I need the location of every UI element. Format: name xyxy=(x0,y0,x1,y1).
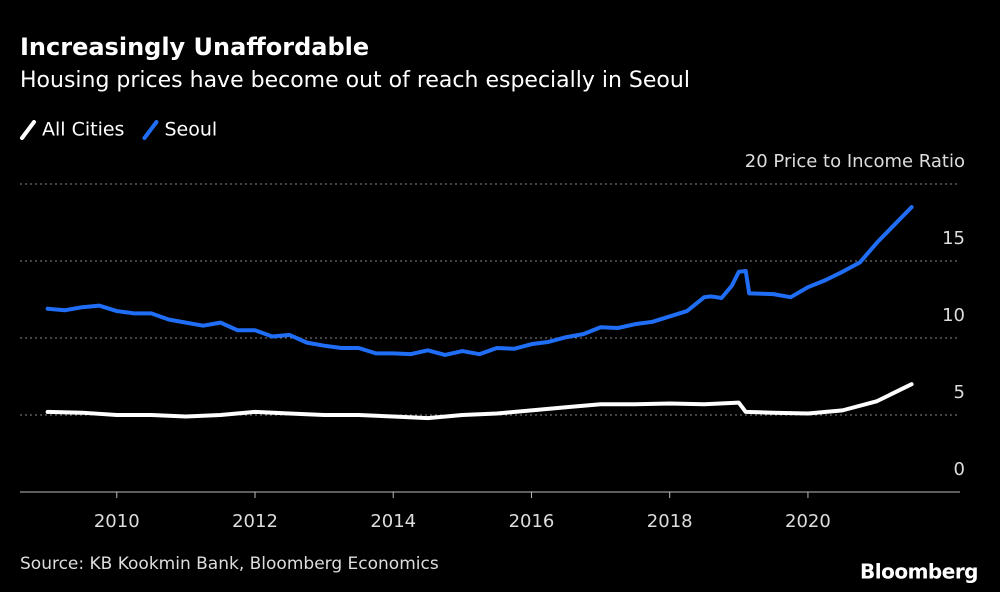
x-tick-label: 2018 xyxy=(647,511,693,532)
y-tick-label: 15 xyxy=(942,228,965,249)
x-tick-label: 2012 xyxy=(232,511,278,532)
y-tick-label: 20 Price to Income Ratio xyxy=(745,151,965,172)
x-tick-label: 2016 xyxy=(509,511,555,532)
y-tick-label: 10 xyxy=(942,305,965,326)
x-tick-label: 2014 xyxy=(370,511,416,532)
legend-label: All Cities xyxy=(42,119,124,141)
legend-swatch xyxy=(20,120,36,140)
legend-swatch xyxy=(142,120,159,140)
y-tick-label: 5 xyxy=(954,382,965,403)
x-tick-label: 2020 xyxy=(785,511,831,532)
legend-label: Seoul xyxy=(164,119,217,141)
x-tick-label: 2010 xyxy=(94,511,140,532)
chart-subtitle: Housing prices have become out of reach … xyxy=(20,68,690,93)
source: Source: KB Kookmin Bank, Bloomberg Econo… xyxy=(20,554,439,574)
brand: Bloomberg xyxy=(860,560,978,584)
series-line xyxy=(45,382,914,421)
y-tick-label: 0 xyxy=(954,459,965,480)
series-line xyxy=(45,205,914,357)
chart-title: Increasingly Unaffordable xyxy=(20,33,369,61)
